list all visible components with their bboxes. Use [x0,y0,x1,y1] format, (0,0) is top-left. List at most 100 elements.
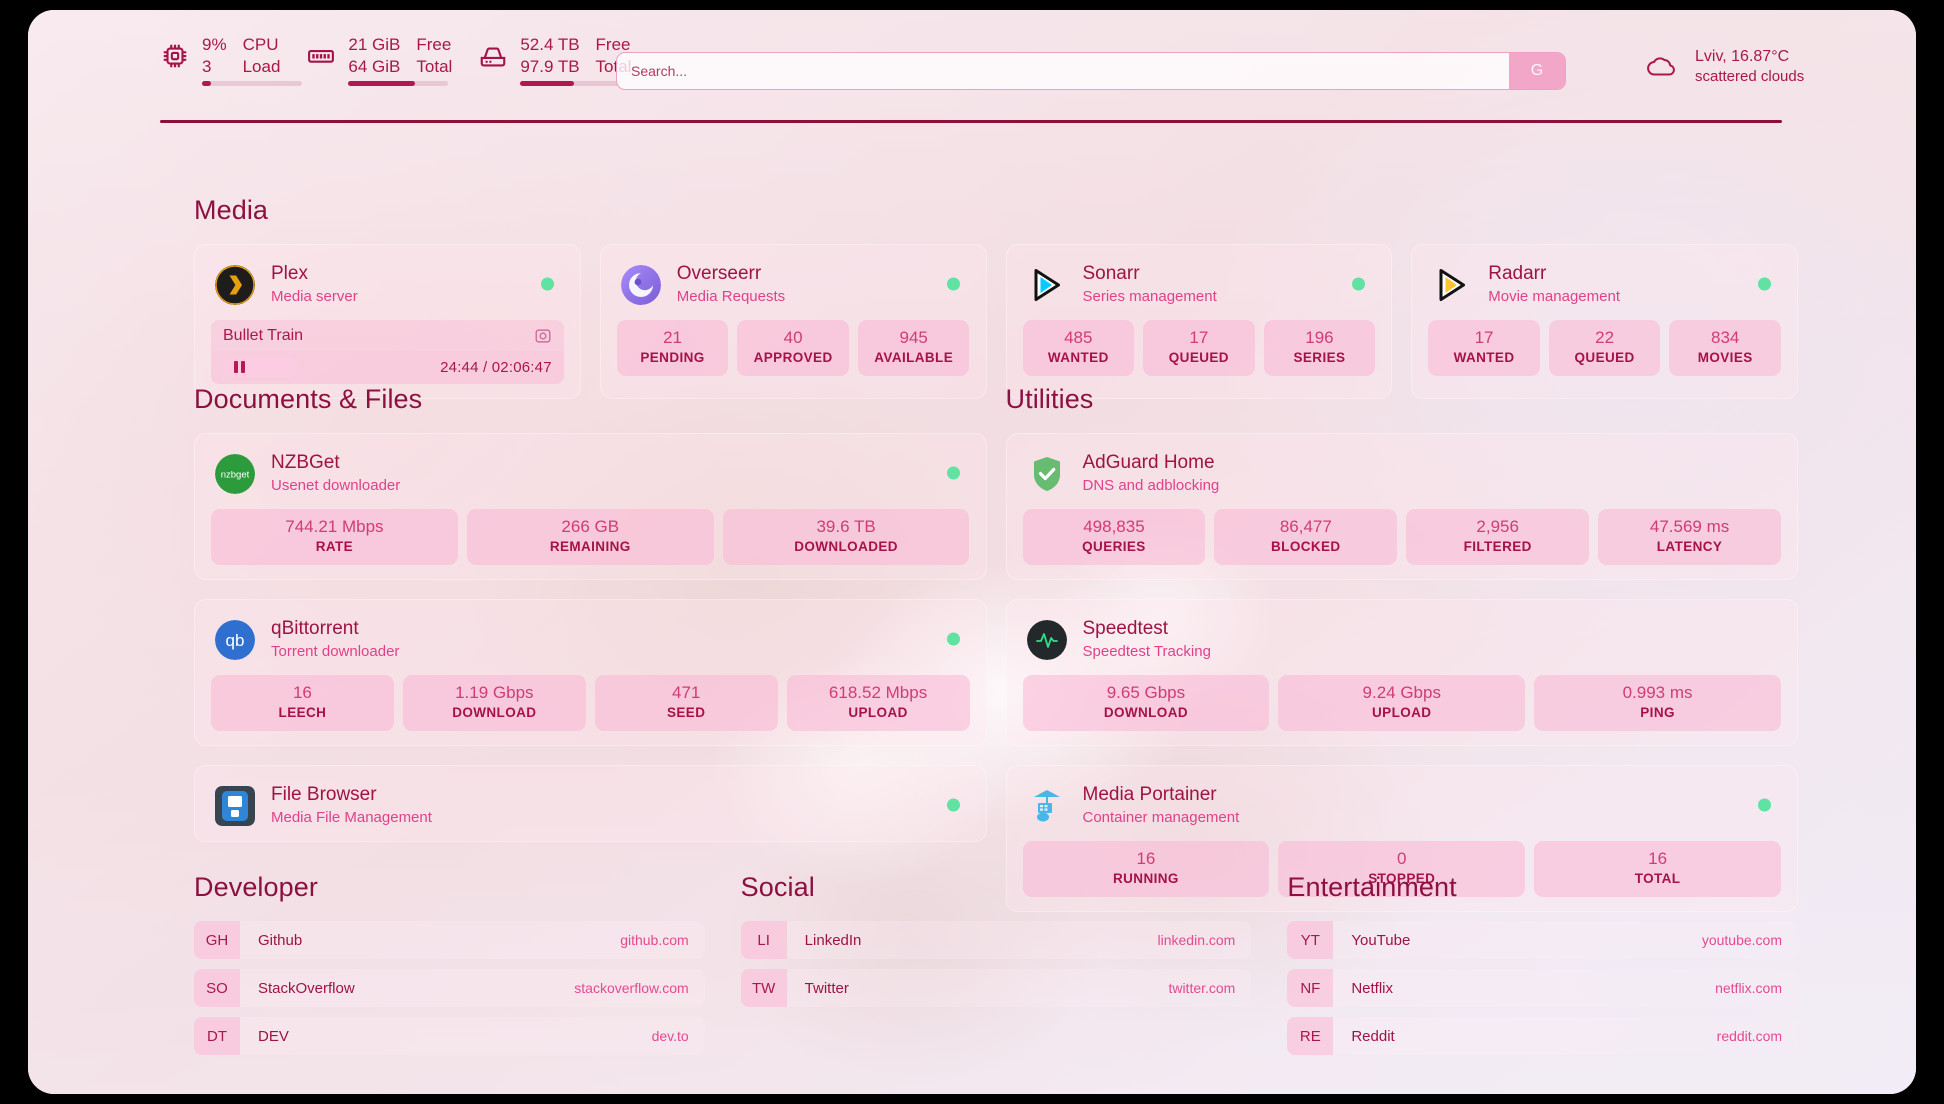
card-header: Media Portainer Container management [1023,782,1782,827]
stat-label: WANTED [1047,350,1109,365]
card-title: File Browser [271,784,377,805]
bookmark-name: Netflix [1351,979,1394,997]
stat-label: LEECH [278,705,327,720]
stat-tile: 16 TOTAL [1534,841,1781,897]
service-card-filebrowser[interactable]: File Browser Media File Management [194,765,987,842]
stat-memory: 21 GiB 64 GiB Free Total [306,34,452,86]
bookmark-url: youtube.com [1701,932,1783,948]
status-indicator-dot [946,466,960,479]
bookmark-item-twitter[interactable]: TW Twitter twitter.com [740,969,1252,1007]
bookmark-url: dev.to [651,1028,689,1044]
card-header: File Browser Media File Management [211,782,970,827]
bookmark-group-title: Social [740,872,815,902]
service-card-radarr[interactable]: Radarr Movie management 17 WANTED 22 QUE… [1411,244,1798,399]
stat-value: 16 [1648,849,1668,868]
bookmark-item-netflix[interactable]: NF Netflix netflix.com [1287,969,1799,1007]
disk-usage-bar [520,81,621,86]
stat-tile: 0.993 ms PING [1534,675,1781,731]
documents-section-title: Documents & Files [194,384,423,414]
bookmark-abbr: SO [194,969,240,1007]
cpu-load-value: 3 [202,57,212,76]
service-card-plex[interactable]: Plex Media server Bullet Train [194,244,581,399]
stat-value: 16 [1136,849,1156,868]
card-header: Overseerr Media Requests [617,261,970,306]
stat-label: PING [1640,705,1675,720]
stat-value: 17 [1189,328,1209,347]
bookmark-group-social: Social LI LinkedIn linkedin.com TW Twitt… [740,872,1252,1055]
service-card-nzbget[interactable]: nzbget NZBGet Usenet downloader 74 [194,433,987,580]
stat-value: 834 [1711,328,1740,347]
stat-label: FILTERED [1463,539,1532,554]
disk-icon [478,41,508,71]
cast-icon[interactable] [534,327,552,345]
service-card-qbittorrent[interactable]: qb qBittorrent Torrent downloader [194,599,987,746]
stat-tile: 1.19 Gbps DOWNLOAD [402,675,586,731]
stat-value: 40 [783,328,803,347]
stat-value: 16 [292,683,312,702]
stat-value: 945 [899,328,928,347]
search-provider-button[interactable]: G [1509,53,1565,89]
stat-value: 744.21 Mbps [285,517,384,536]
bookmark-item-linkedin[interactable]: LI LinkedIn linkedin.com [740,921,1252,959]
bookmark-item-youtube[interactable]: YT YouTube youtube.com [1287,921,1799,959]
card-subtitle: Torrent downloader [271,643,400,660]
bookmark-item-stackoverflow[interactable]: SO StackOverflow stackoverflow.com [194,969,705,1007]
stat-value: 17 [1474,328,1494,347]
stat-label: REMAINING [549,539,631,554]
stat-value: 485 [1064,328,1093,347]
bookmark-abbr: DT [194,1017,240,1055]
cpu-usage-bar [202,81,302,86]
card-title: NZBGet [271,452,340,473]
bookmark-item-github[interactable]: GH Github github.com [194,921,705,959]
stat-tile: 86,477 BLOCKED [1214,509,1398,565]
card-subtitle: Movie management [1488,288,1620,305]
play-pause-button[interactable] [223,357,297,377]
disk-free-value: 52.4 TB [520,35,580,54]
bookmark-abbr: NF [1287,969,1334,1007]
service-card-sonarr[interactable]: Sonarr Series management 485 WANTED 17 Q… [1005,244,1393,399]
media-card-grid: Plex Media server Bullet Train [194,244,1798,399]
bookmark-name: StackOverflow [258,979,355,997]
stat-tile: 21 PENDING [616,320,729,376]
stat-label: BLOCKED [1271,539,1341,554]
documents-section: Documents & Files nzbget NZBGet [194,384,987,912]
now-playing-title-row: Bullet Train [211,320,564,351]
bookmark-group-title: Developer [194,872,318,902]
bookmark-item-dev[interactable]: DT DEV dev.to [194,1017,705,1055]
service-card-overseerr[interactable]: Overseerr Media Requests 21 PENDING 40 A… [599,244,987,399]
service-card-speedtest[interactable]: Speedtest Speedtest Tracking 9.65 Gbps D… [1005,599,1798,746]
stat-cpu: 9% 3 CPU Load [160,34,302,86]
search-input[interactable] [617,53,1509,89]
stat-label: SERIES [1293,350,1346,365]
stat-value: 0 [1397,849,1407,868]
stat-value: 471 [672,683,701,702]
stat-label: QUEUED [1168,350,1229,365]
bookmark-url: twitter.com [1168,980,1236,996]
status-indicator-dot [946,277,960,290]
stat-label: LATENCY [1656,539,1723,554]
bookmark-group-developer: Developer GH Github github.com SO StackO… [194,872,705,1055]
card-subtitle: Usenet downloader [271,477,401,494]
bookmark-item-reddit[interactable]: RE Reddit reddit.com [1287,1017,1799,1055]
service-card-portainer[interactable]: Media Portainer Container management 16 … [1005,765,1798,912]
bookmark-name: Reddit [1351,1027,1395,1045]
weather-location: Lviv, 16.87°C [1695,48,1790,65]
bookmark-abbr: TW [740,969,787,1007]
mid-sections: Documents & Files nzbget NZBGet [194,384,1798,912]
cpu-label-bottom: Load [242,57,281,76]
filebrowser-logo-icon [215,785,255,826]
card-title: Media Portainer [1082,784,1217,805]
card-header: qb qBittorrent Torrent downloader [211,616,970,661]
stat-label: UPLOAD [848,705,908,720]
stat-tile: 16 RUNNING [1022,841,1270,897]
card-header: AdGuard Home DNS and adblocking [1023,450,1782,495]
media-section-title: Media [194,195,269,225]
stat-tile: 2,956 FILTERED [1406,509,1590,565]
status-indicator-dot [1758,798,1771,811]
stat-value: 22 [1595,328,1615,347]
stat-label: QUERIES [1082,539,1146,554]
sonarr-logo-icon [1027,265,1067,305]
service-card-adguard[interactable]: AdGuard Home DNS and adblocking 498,835 … [1005,433,1798,580]
radarr-logo-icon [1432,265,1472,305]
search-bar[interactable]: G [616,52,1566,90]
